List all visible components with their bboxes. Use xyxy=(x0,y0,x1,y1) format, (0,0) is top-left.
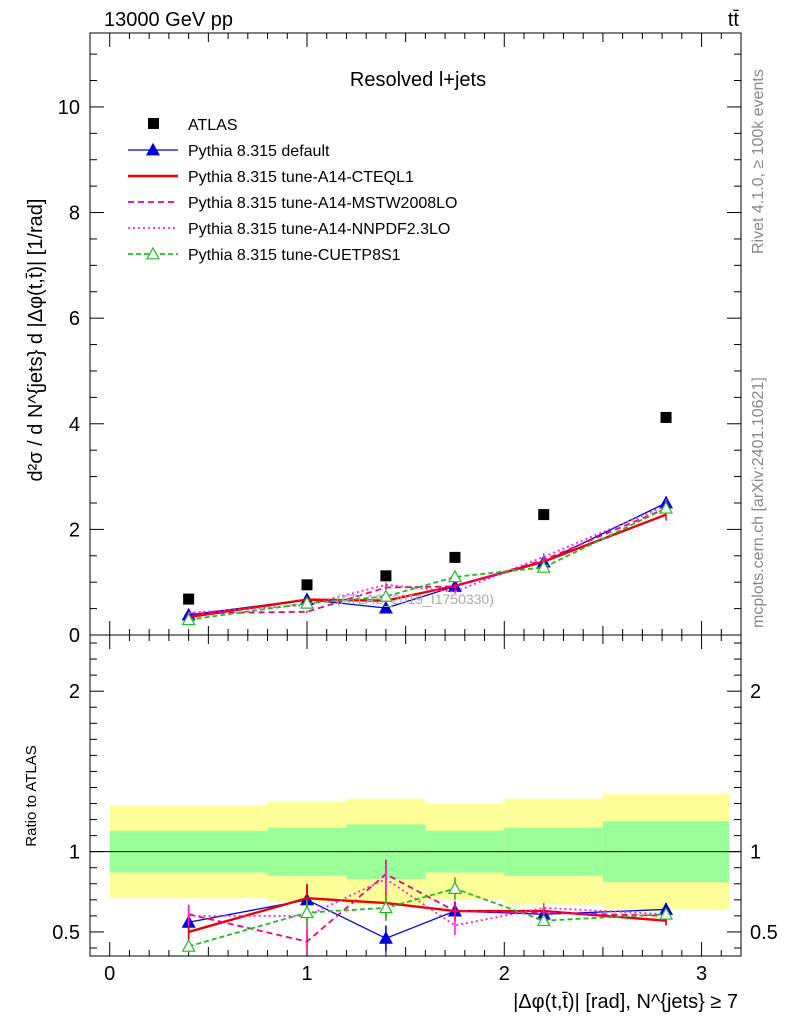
legend-label: Pythia 8.315 default xyxy=(188,143,330,160)
ratio-uncertainty-bands xyxy=(90,793,741,910)
ratio-marker xyxy=(536,913,551,927)
x-tick-label: 1 xyxy=(301,963,312,985)
y-tick-label: 10 xyxy=(58,97,80,119)
atlas-data-point xyxy=(301,579,313,591)
ratio-marker xyxy=(181,939,196,952)
atlas-data-point xyxy=(183,593,195,605)
ratio-marker xyxy=(378,900,393,914)
tick-labels: 0 1 2 3 0 2 4 6 8 10 0.5 0.5 1 1 2 2 xyxy=(52,97,778,985)
ratio-marker xyxy=(447,881,462,894)
ratio-plot-frame xyxy=(89,634,742,957)
ratio-y-tick-label: 2 xyxy=(69,681,80,703)
y-tick-label: 2 xyxy=(69,519,80,541)
chart-title: Resolved l+jets xyxy=(350,69,486,91)
mcplots-label: mcplots.cern.ch [arXiv:2401.10621] xyxy=(750,377,767,628)
header-right: tt̄ xyxy=(728,9,740,31)
legend-label: Pythia 8.315 tune-A14-CTEQL1 xyxy=(188,169,414,186)
y-axis-label: d²σ / d N^{jets} d |Δφ(t,t̄)| [1/rad] xyxy=(25,199,47,482)
atlas-data-point xyxy=(449,551,461,563)
ratio-y-tick-label: 0.5 xyxy=(52,922,80,944)
main-series xyxy=(181,495,674,626)
y-tick-label: 8 xyxy=(69,203,80,225)
legend-marker xyxy=(145,246,161,260)
ratio-y-axis-label: Ratio to ATLAS xyxy=(23,745,40,846)
legend-label: Pythia 8.315 tune-CUETP8S1 xyxy=(188,247,401,264)
series-line-main xyxy=(188,513,667,619)
series-marker xyxy=(536,560,551,573)
series-line-ratio xyxy=(188,899,667,940)
ratio-marker xyxy=(378,931,393,944)
atlas-data-point xyxy=(380,570,392,582)
x-axis-label: |Δφ(t,t̄)| [rad], N^{jets} ≥ 7 xyxy=(513,991,738,1013)
ratio-series xyxy=(181,859,674,955)
analysis-watermark: (ATLAS_2019_I1750330) xyxy=(336,591,494,607)
legend-atlas-marker xyxy=(148,118,159,129)
series-marker xyxy=(299,596,315,609)
y-tick-label: 0 xyxy=(69,625,80,647)
series-marker xyxy=(447,569,462,583)
rivet-label: Rivet 4.1.0, ≥ 100k events xyxy=(750,69,767,254)
axis-ticks xyxy=(90,33,742,956)
ratio-marker xyxy=(659,907,674,920)
series-line-main xyxy=(188,504,667,614)
atlas-data-point xyxy=(660,411,672,423)
legend-label: Pythia 8.315 tune-A14-MSTW2008LO xyxy=(188,195,457,212)
ratio-y-tick-label-right: 1 xyxy=(750,842,761,864)
y-tick-label: 4 xyxy=(69,414,80,436)
y-tick-label: 6 xyxy=(69,308,80,330)
header-left: 13000 GeV pp xyxy=(104,9,233,31)
series-line-ratio xyxy=(188,887,667,948)
series-marker xyxy=(378,600,393,614)
x-tick-label: 3 xyxy=(696,963,707,985)
atlas-data-points xyxy=(183,411,672,605)
series-marker xyxy=(659,501,674,514)
x-tick-label: 0 xyxy=(104,963,115,985)
series-marker xyxy=(378,589,393,602)
ratio-y-tick-label-right: 0.5 xyxy=(750,922,778,944)
ratio-y-tick-label: 1 xyxy=(69,842,80,864)
series-marker xyxy=(181,612,196,626)
x-tick-label: 2 xyxy=(499,963,510,985)
ratio-marker xyxy=(299,905,315,919)
series-line-ratio xyxy=(188,873,667,943)
legend: ATLAS Pythia 8.315 default Pythia 8.315 tu… xyxy=(128,117,457,264)
legend-label: ATLAS xyxy=(188,117,238,134)
legend-label: Pythia 8.315 tune-A14-NNPDF2.3LO xyxy=(188,221,450,238)
atlas-data-point xyxy=(538,509,550,521)
ratio-y-tick-label-right: 2 xyxy=(750,681,761,703)
legend-marker xyxy=(145,142,161,156)
series-line-main xyxy=(188,507,667,621)
